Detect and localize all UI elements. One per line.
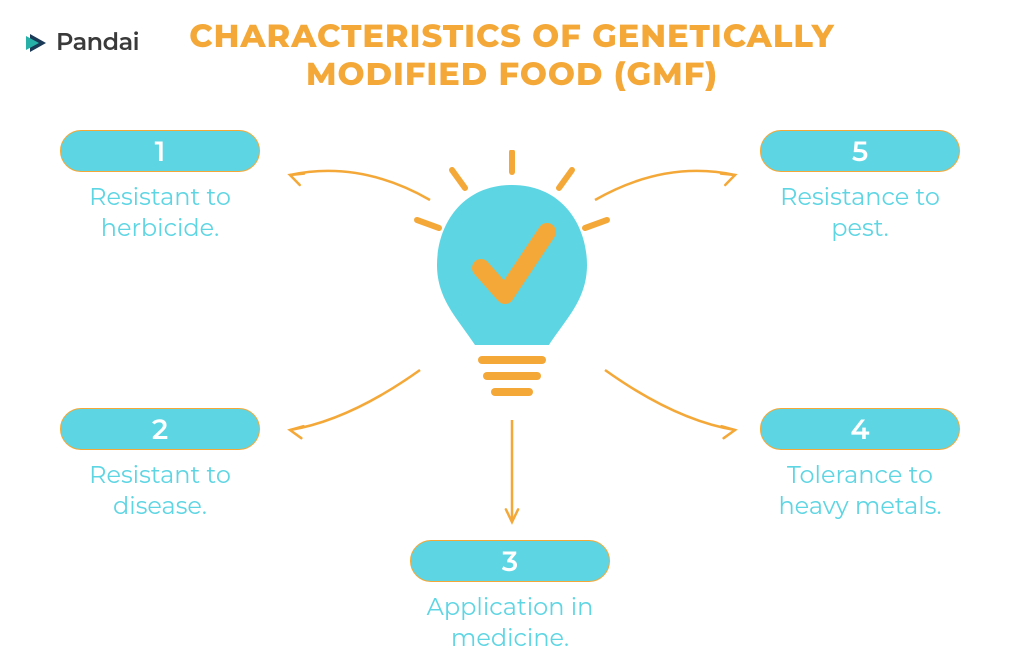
item-number-pill: 4: [760, 408, 960, 450]
characteristic-item-3: 3 Application in medicine.: [410, 540, 610, 654]
item-text: Application in medicine.: [410, 592, 610, 654]
characteristic-item-1: 1 Resistant to herbicide.: [60, 130, 260, 244]
item-number-pill: 1: [60, 130, 260, 172]
characteristic-item-4: 4 Tolerance to heavy metals.: [760, 408, 960, 522]
item-text: Resistant to disease.: [60, 460, 260, 522]
item-text: Resistant to herbicide.: [60, 182, 260, 244]
characteristic-item-5: 5 Resistance to pest.: [760, 130, 960, 244]
item-number-pill: 3: [410, 540, 610, 582]
item-number-pill: 2: [60, 408, 260, 450]
characteristic-item-2: 2 Resistant to disease.: [60, 408, 260, 522]
item-number-pill: 5: [760, 130, 960, 172]
item-text: Tolerance to heavy metals.: [760, 460, 960, 522]
item-text: Resistance to pest.: [760, 182, 960, 244]
